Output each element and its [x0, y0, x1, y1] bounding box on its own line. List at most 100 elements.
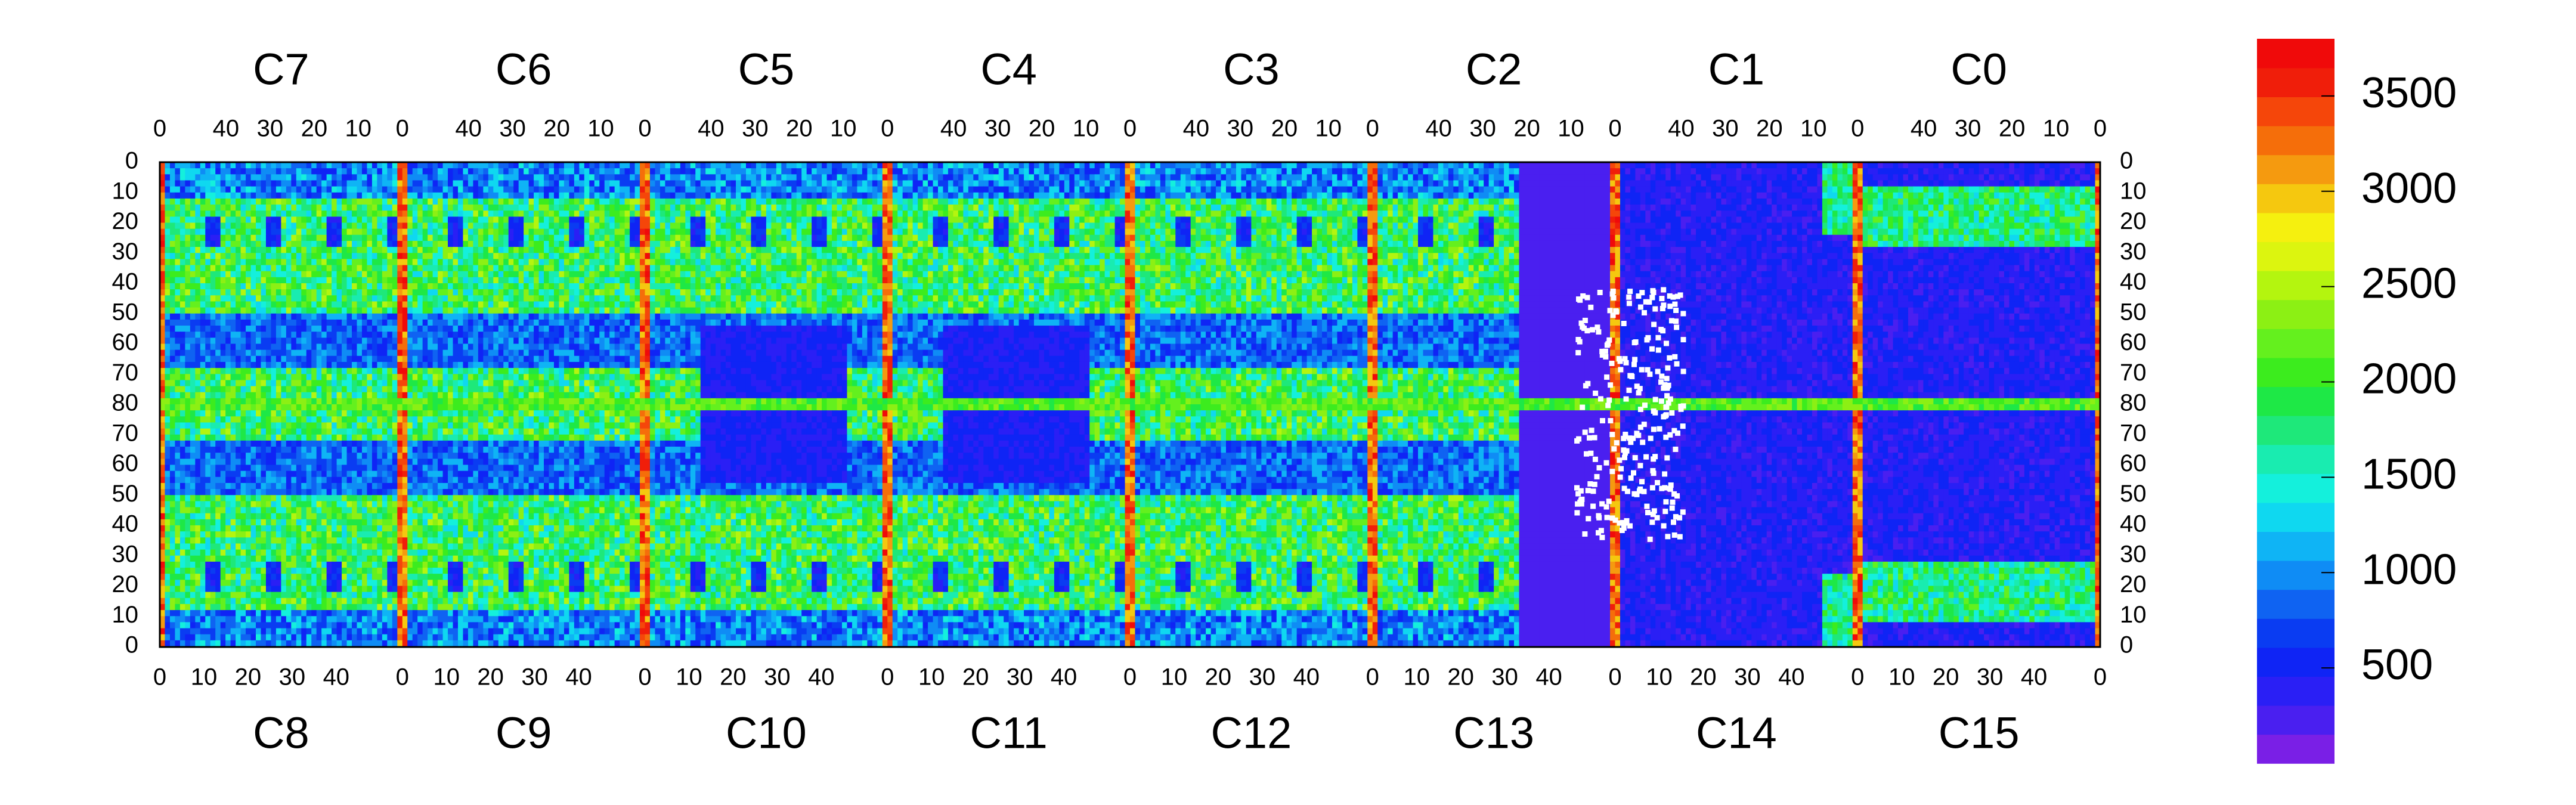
- heatmap-cell: [680, 216, 686, 223]
- heatmap-cell: [1761, 216, 1767, 223]
- heatmap-cell: [271, 229, 276, 236]
- heatmap-cell: [1231, 210, 1236, 217]
- heatmap-cell: [1347, 180, 1352, 187]
- heatmap-cell: [377, 199, 382, 205]
- heatmap-cell: [458, 223, 463, 230]
- heatmap-cell: [1261, 168, 1267, 175]
- heatmap-cell: [1393, 180, 1398, 187]
- heatmap-cell: [1423, 210, 1428, 217]
- heatmap-cell: [1332, 193, 1337, 199]
- heatmap-cell: [958, 168, 964, 175]
- heatmap-cell: [503, 223, 509, 230]
- heatmap-cell: [372, 199, 377, 205]
- heatmap-cell: [1777, 216, 1782, 223]
- heatmap-cell: [1484, 187, 1489, 193]
- heatmap-cell: [1292, 210, 1297, 217]
- heatmap-cell: [367, 174, 372, 181]
- heatmap-cell: [1185, 210, 1191, 217]
- heatmap-cell: [1125, 174, 1131, 181]
- heatmap-cell: [448, 235, 453, 242]
- heatmap-cell: [1226, 235, 1231, 242]
- heatmap-cell: [999, 180, 1004, 187]
- heatmap-cell: [877, 229, 883, 236]
- heatmap-cell: [1888, 205, 1893, 211]
- heatmap-cell: [867, 168, 872, 175]
- heatmap-cell: [478, 210, 484, 217]
- heatmap-cell: [1832, 168, 1838, 175]
- heatmap-cell: [963, 199, 968, 205]
- heatmap-cell: [1105, 193, 1110, 199]
- heatmap-cell: [1165, 187, 1171, 193]
- heatmap-cell: [499, 205, 504, 211]
- heatmap-cell: [1363, 205, 1368, 211]
- heatmap-cell: [1418, 174, 1423, 181]
- heatmap-cell: [1640, 187, 1646, 193]
- heatmap-cell: [397, 187, 402, 193]
- heatmap-cell: [1534, 205, 1540, 211]
- heatmap-cell: [2085, 168, 2091, 175]
- heatmap-cell: [701, 223, 706, 230]
- heatmap-cell: [1024, 199, 1029, 205]
- heatmap-cell: [1095, 205, 1100, 211]
- heatmap-cell: [1484, 162, 1489, 169]
- heatmap-cell: [1307, 210, 1312, 217]
- heatmap-cell: [1115, 168, 1120, 175]
- heatmap-cell: [251, 187, 256, 193]
- heatmap-cell: [701, 235, 706, 242]
- heatmap-cell: [569, 205, 574, 211]
- heatmap-cell: [2055, 216, 2060, 223]
- heatmap-cell: [1509, 162, 1515, 169]
- heatmap-cell: [175, 223, 180, 230]
- heatmap-cell: [979, 205, 984, 211]
- heatmap-cell: [751, 180, 756, 187]
- heatmap-cell: [2049, 223, 2055, 230]
- heatmap-cell: [993, 193, 999, 199]
- heatmap-cell: [1322, 193, 1327, 199]
- heatmap-cell: [1676, 229, 1681, 236]
- heatmap-cell: [1878, 174, 1883, 181]
- heatmap-cell: [215, 187, 221, 193]
- heatmap-cell: [256, 235, 261, 242]
- heatmap-cell: [433, 168, 438, 175]
- heatmap-cell: [1665, 210, 1671, 217]
- heatmap-cell: [872, 193, 878, 199]
- heatmap-cell: [1681, 216, 1686, 223]
- heatmap-cell: [1363, 187, 1368, 193]
- heatmap-cell: [1822, 210, 1828, 217]
- heatmap-cell: [488, 174, 494, 181]
- heatmap-cell: [736, 235, 741, 242]
- heatmap-cell: [595, 180, 600, 187]
- heatmap-cell: [827, 199, 832, 205]
- heatmap-cell: [609, 162, 615, 169]
- heatmap-cell: [428, 223, 433, 230]
- heatmap-cell: [1494, 235, 1499, 242]
- heatmap-cell: [1408, 205, 1413, 211]
- heatmap-cell: [620, 216, 625, 223]
- heatmap-cell: [483, 235, 488, 242]
- heatmap-cell: [1277, 235, 1282, 242]
- heatmap-cell: [1271, 187, 1277, 193]
- heatmap-cell: [1949, 180, 1954, 187]
- heatmap-cell: [569, 174, 574, 181]
- heatmap-cell: [195, 174, 200, 181]
- heatmap-cell: [1863, 235, 1868, 242]
- heatmap-cell: [1605, 235, 1611, 242]
- heatmap-cell: [1984, 210, 1989, 217]
- heatmap-cell: [1645, 187, 1651, 193]
- heatmap-cell: [1767, 162, 1772, 169]
- heatmap-cell: [423, 210, 428, 217]
- heatmap-cell: [443, 205, 448, 211]
- heatmap-cell: [1939, 168, 1944, 175]
- heatmap-cell: [1312, 229, 1317, 236]
- heatmap-cell: [1939, 199, 1944, 205]
- heatmap-cell: [448, 210, 453, 217]
- heatmap-cell: [1555, 210, 1560, 217]
- heatmap-cell: [241, 162, 246, 169]
- heatmap-cell: [317, 162, 322, 169]
- heatmap-cell: [241, 168, 246, 175]
- heatmap-cell: [165, 199, 170, 205]
- heatmap-cell: [741, 210, 747, 217]
- heatmap-cell: [1959, 223, 1964, 230]
- heatmap-cell: [1039, 223, 1044, 230]
- heatmap-cell: [1155, 168, 1160, 175]
